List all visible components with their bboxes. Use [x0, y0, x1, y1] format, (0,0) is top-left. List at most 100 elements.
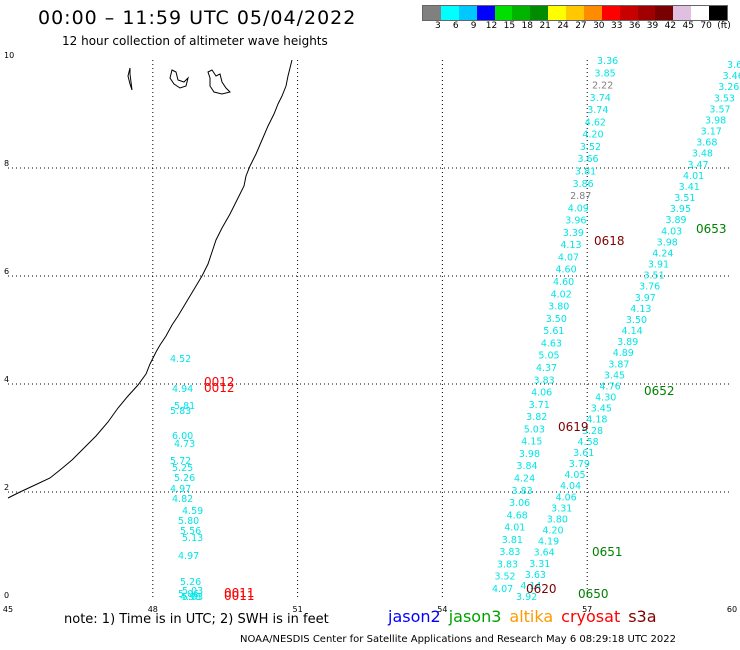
track-c-value: 3.97 [635, 293, 656, 304]
color-scale-label: 24 [557, 21, 569, 31]
y-tick-label: 6 [4, 267, 9, 276]
track-b-value: 3.83 [534, 375, 555, 386]
track-c-value: 4.13 [630, 304, 651, 315]
page-subtitle: 12 hour collection of altimeter wave hei… [62, 34, 328, 48]
track-b-value: 3.06 [509, 498, 530, 509]
track-c-value: 3.31 [529, 559, 550, 570]
track-c-value: 3.98 [657, 237, 678, 248]
color-swatch [691, 6, 709, 20]
track-c-value: 3.89 [665, 215, 686, 226]
track-b-value: 3.52 [580, 142, 601, 153]
track-b-value: 4.20 [582, 130, 603, 141]
color-scale-label: 18 [521, 21, 534, 31]
track-c-value: 3.76 [639, 282, 660, 293]
track-b-value: 3.66 [577, 154, 598, 165]
track-b-value: 4.37 [536, 363, 557, 374]
track-b-value: 3.83 [497, 559, 518, 570]
color-swatch [637, 6, 656, 20]
track-c-value: 4.04 [560, 481, 581, 492]
color-scale-label: 45 [682, 21, 694, 31]
color-swatch [458, 6, 477, 20]
track-b-value: 3.71 [529, 400, 550, 411]
track-b-value: 2.87 [570, 191, 591, 202]
units-note: note: 1) Time is in UTC; 2) SWH is in fe… [64, 612, 329, 627]
track-a-value: 5.03 [182, 586, 203, 597]
color-scale-label: 70 [700, 21, 712, 31]
color-scale-label: 33 [610, 21, 623, 31]
legend-item-jason2: jason2 [388, 607, 441, 626]
track-a-value: 4.82 [172, 494, 193, 505]
track-c-value: 4.05 [564, 470, 585, 481]
track-a-value: 5.26 [180, 577, 201, 588]
track-b-value: 3.82 [526, 412, 547, 423]
track-b-value: 4.13 [560, 240, 581, 251]
track-b-value: 3.85 [595, 68, 616, 79]
pass-time-label: 0011 [224, 589, 255, 603]
x-tick-label: 57 [582, 605, 592, 614]
track-c-value: 3.61 [573, 448, 594, 459]
axis-ticks: 45 48 51 54 57 60 0 2 4 6 8 10 [3, 51, 737, 614]
track-c-value: 3.89 [617, 337, 638, 348]
track-b-value: 3.36 [597, 56, 618, 67]
track-b-value: 2.22 [592, 81, 613, 92]
legend-item-s3a: s3a [628, 607, 657, 626]
track-c-value: 3.47 [687, 160, 708, 171]
track-a-value: 4.59 [182, 506, 203, 517]
track-c-value: 3.51 [674, 193, 695, 204]
coastline [7, 59, 293, 499]
island-2 [207, 69, 231, 95]
color-swatch [494, 6, 513, 20]
track-a-value: 4.98 [180, 592, 201, 603]
track-b-value: 3.74 [590, 93, 611, 104]
color-scale-label: 39 [646, 21, 659, 31]
track-b-value: 4.02 [551, 289, 572, 300]
track-a-value: 5.26 [174, 473, 195, 484]
track-b-value: 3.83 [512, 486, 533, 497]
track-c-value: 3.26 [718, 82, 739, 93]
track-b-value: 4.62 [585, 117, 606, 128]
track-c-value: 3.45 [604, 370, 625, 381]
track-c-value: 3.87 [608, 359, 629, 370]
color-scale-label: 9 [470, 21, 477, 31]
track-b-value: 3.39 [563, 228, 584, 239]
color-scale-label: 42 [664, 21, 677, 31]
color-swatch [423, 6, 441, 20]
track-c-value: 3.80 [547, 514, 568, 525]
track-c-value: 4.58 [578, 437, 599, 448]
pass-time-label: 0618 [594, 234, 625, 248]
color-scale-label: 27 [575, 21, 587, 31]
track-b-value: 4.60 [553, 277, 574, 288]
track-b-value: 4.68 [507, 510, 528, 521]
track-c-value: 3.95 [670, 204, 691, 215]
color-scale-label: 21 [539, 21, 551, 31]
track-a-value: 4.73 [174, 439, 195, 450]
x-tick-label: 48 [148, 605, 158, 614]
color-scale-label: 3 [435, 21, 441, 31]
track-a-value: 5.80 [178, 516, 199, 527]
track-c-value: 4.18 [586, 415, 607, 426]
color-swatch [619, 6, 638, 20]
y-tick-label: 8 [4, 159, 9, 168]
track-c-value: 4.19 [538, 537, 559, 548]
coastline-main [7, 59, 293, 499]
track-b-value: 5.03 [524, 424, 545, 435]
y-tick-label: 4 [4, 375, 9, 384]
pass-time-label: 0651 [592, 545, 623, 559]
track-b-value: 3.84 [516, 461, 537, 472]
track-b-value: 3.81 [502, 535, 523, 546]
track-b-value: 3.83 [499, 547, 520, 558]
track-b-value: 3.74 [587, 105, 608, 116]
track-a-value: 5.03 [182, 592, 203, 603]
color-swatch [548, 6, 566, 20]
pass-time-label: 0011 [224, 586, 255, 600]
track-c-value: 4.01 [683, 171, 704, 182]
track-c-value: 4.14 [622, 326, 643, 337]
pass-time-label: 0012 [204, 375, 235, 389]
track-c-value: 3.45 [591, 404, 612, 415]
track-c-value: 4.20 [542, 526, 563, 537]
color-scale-label: 30 [593, 21, 605, 31]
track-b-value: 4.06 [531, 388, 552, 399]
track-c-value: 3.31 [551, 503, 572, 514]
color-scale-label: (ft) [717, 21, 731, 31]
